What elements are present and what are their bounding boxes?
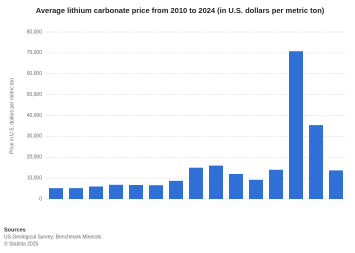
y-tick-label: 80,000: [27, 29, 43, 35]
source-heading: Sources: [4, 227, 26, 233]
bar: [289, 51, 303, 199]
chart-title: Average lithium carbonate price from 201…: [36, 6, 325, 15]
bar: [249, 179, 263, 199]
bar: [49, 188, 63, 199]
source-line: © Statista 2025: [4, 240, 38, 247]
y-tick-label: 10,000: [27, 175, 43, 181]
y-tick-label: 30,000: [27, 134, 43, 140]
y-axis-label: Price in U.S. dollars per metric ton: [9, 78, 15, 154]
y-tick-label: 60,000: [27, 71, 43, 77]
bar: [329, 170, 343, 199]
bar: [89, 186, 103, 199]
bar: [149, 185, 163, 199]
bar: [109, 184, 123, 199]
y-tick-label: 40,000: [27, 113, 43, 119]
y-tick-label: 0: [39, 196, 42, 202]
bar: [169, 180, 183, 199]
bar: [309, 125, 323, 199]
source-line: US Geological Survey; Benchmark Minerals: [4, 234, 102, 240]
bar: [229, 173, 243, 199]
bar: [69, 188, 83, 199]
bar: [269, 169, 283, 199]
bar: [189, 167, 203, 199]
bar: [129, 185, 143, 199]
y-tick-label: 20,000: [27, 155, 43, 161]
y-tick-label: 50,000: [27, 92, 43, 98]
y-tick-label: 70,000: [27, 50, 43, 56]
bar: [209, 165, 223, 199]
